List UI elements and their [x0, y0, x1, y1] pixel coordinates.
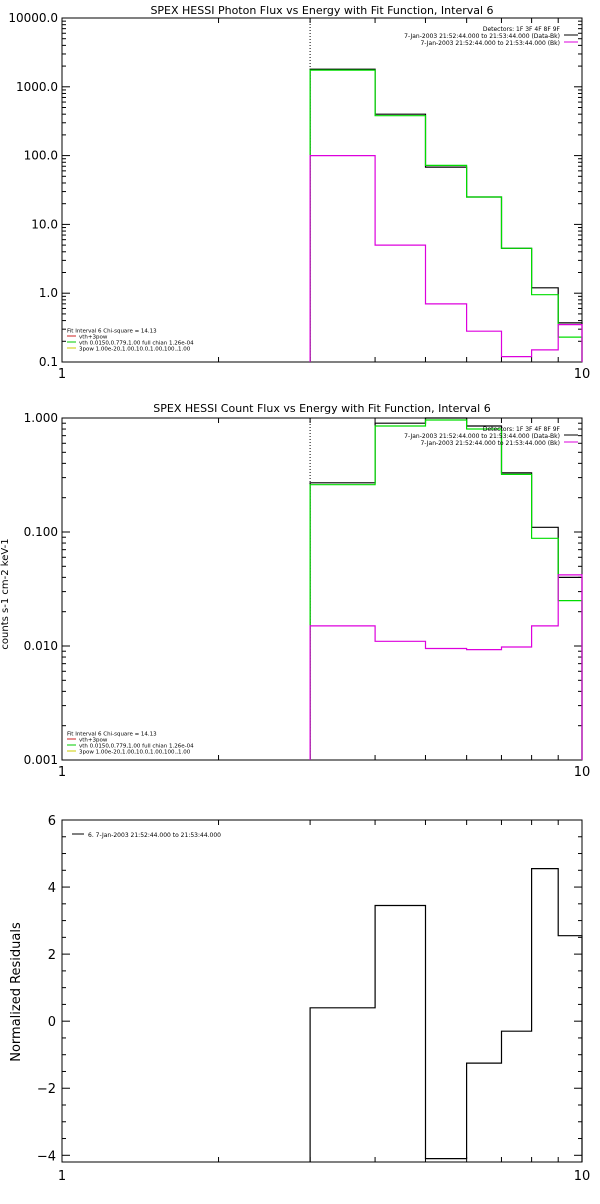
y-tick-label: 4: [48, 881, 56, 896]
count-flux-fit-legend: Fit Interval 6 Chi-square = 14.13vth+3po…: [67, 732, 194, 756]
histogram-series-1: [309, 69, 583, 362]
x-tick-label: 10: [574, 367, 591, 382]
count-flux-panel: SPEX HESSI Count Flux vs Energy with Fit…: [0, 402, 590, 780]
fit-legend-header: Fit Interval 6 Chi-square = 14.13: [67, 329, 157, 335]
photon-flux-legend: Detectors: 1F 3F 4F 8F 9F7-Jan-2003 21:5…: [404, 26, 578, 47]
fit-legend-text: vth+3pow: [79, 335, 108, 341]
y-tick-label: −2: [37, 1082, 56, 1097]
y-tick-label: 0.001: [24, 753, 58, 767]
y-tick-label: 0.010: [24, 639, 58, 653]
count-flux-series: [309, 417, 583, 760]
legend-entry-text: 7-Jan-2003 21:52:44.000 to 21:53:44.000 …: [420, 440, 560, 447]
y-tick-label: 1000.0: [16, 80, 58, 94]
legend-entry-text: 7-Jan-2003 21:52:44.000 to 21:53:44.000 …: [404, 433, 560, 440]
x-tick-label: 1: [58, 1169, 66, 1184]
fit-legend-header: Fit Interval 6 Chi-square = 14.13: [67, 732, 157, 738]
count-flux-x-axis: 1 10: [58, 418, 590, 780]
photon-flux-x-axis: 1 10: [58, 18, 590, 382]
photon-flux-fit-legend: Fit Interval 6 Chi-square = 14.13vth+3po…: [67, 329, 194, 353]
y-tick-label: 0.1: [39, 355, 58, 369]
photon-flux-panel: SPEX HESSI Photon Flux vs Energy with Fi…: [8, 4, 590, 382]
residuals-panel: Normalized Residuals −4 −2 0 2 4 6 1 10 6. 7-J…: [9, 814, 590, 1184]
fit-legend-text: vth 0.0150,0.779,1.00 full chian 1.26e-0…: [79, 341, 194, 347]
photon-flux-plot-frame: [61, 17, 583, 363]
histogram-series-2: [309, 155, 583, 362]
histogram-series-2: [309, 574, 583, 760]
legend-entry-text: 6. 7-Jan-2003 21:52:44.000 to 21:53:44.0…: [88, 832, 221, 839]
residuals-y-axis: −4 −2 0 2 4 6: [37, 814, 582, 1164]
y-tick-label: 10000.0: [8, 11, 58, 25]
count-flux-y-axis: 0.001 0.010 0.100 1.000: [24, 411, 582, 767]
photon-flux-title: SPEX HESSI Photon Flux vs Energy with Fi…: [150, 4, 493, 17]
count-flux-plot-frame: [61, 417, 583, 761]
y-tick-label: 1.0: [39, 286, 58, 300]
y-tick-label: −4: [37, 1149, 56, 1164]
residuals-series: [309, 868, 583, 1162]
x-tick-label: 1: [58, 367, 66, 382]
histogram-series-0: [309, 68, 583, 362]
legend-entry-text: Detectors: 1F 3F 4F 8F 9F: [483, 426, 561, 433]
residuals-plot-frame: [61, 819, 583, 1163]
y-tick-label: 10.0: [31, 217, 58, 231]
y-tick-label: 0.100: [24, 525, 58, 539]
x-tick-label: 10: [574, 1169, 591, 1184]
fit-legend-text: 3pow 1.00e-20,1.00,10.0,1.00,100.,1.00: [79, 347, 191, 353]
histogram-series-0: [309, 868, 583, 1162]
count-flux-legend: Detectors: 1F 3F 4F 8F 9F7-Jan-2003 21:5…: [404, 426, 578, 447]
y-tick-label: 6: [48, 814, 56, 829]
fit-legend-text: 3pow 1.00e-20,1.00,10.0,1.00,100.,1.00: [79, 750, 191, 756]
x-tick-label: 1: [58, 765, 66, 780]
legend-entry-text: 7-Jan-2003 21:52:44.000 to 21:53:44.000 …: [420, 40, 560, 47]
fit-legend-text: vth 0.0150,0.779,1.00 full chian 1.26e-0…: [79, 744, 194, 750]
y-tick-label: 2: [48, 948, 56, 963]
legend-entry-text: 7-Jan-2003 21:52:44.000 to 21:53:44.000 …: [404, 33, 560, 40]
residuals-y-label: Normalized Residuals: [9, 922, 24, 1062]
count-flux-title: SPEX HESSI Count Flux vs Energy with Fit…: [153, 402, 490, 415]
y-tick-label: 1.000: [24, 411, 58, 425]
photon-flux-y-axis: 0.1 1.0 10.0 100.0 1000.0 10000.0: [8, 11, 582, 369]
y-tick-label: 0: [48, 1015, 56, 1030]
legend-entry-text: Detectors: 1F 3F 4F 8F 9F: [483, 26, 561, 33]
histogram-series-1: [309, 419, 583, 760]
x-tick-label: 10: [574, 765, 591, 780]
y-tick-label: 100.0: [24, 149, 58, 163]
photon-flux-series: [309, 68, 583, 362]
fit-legend-text: vth+3pow: [79, 738, 108, 744]
residuals-legend: 6. 7-Jan-2003 21:52:44.000 to 21:53:44.0…: [72, 832, 221, 839]
count-flux-y-label: counts s-1 cm-2 keV-1: [0, 538, 11, 649]
residuals-x-axis: 1 10: [58, 820, 590, 1184]
histogram-series-0: [309, 417, 583, 760]
